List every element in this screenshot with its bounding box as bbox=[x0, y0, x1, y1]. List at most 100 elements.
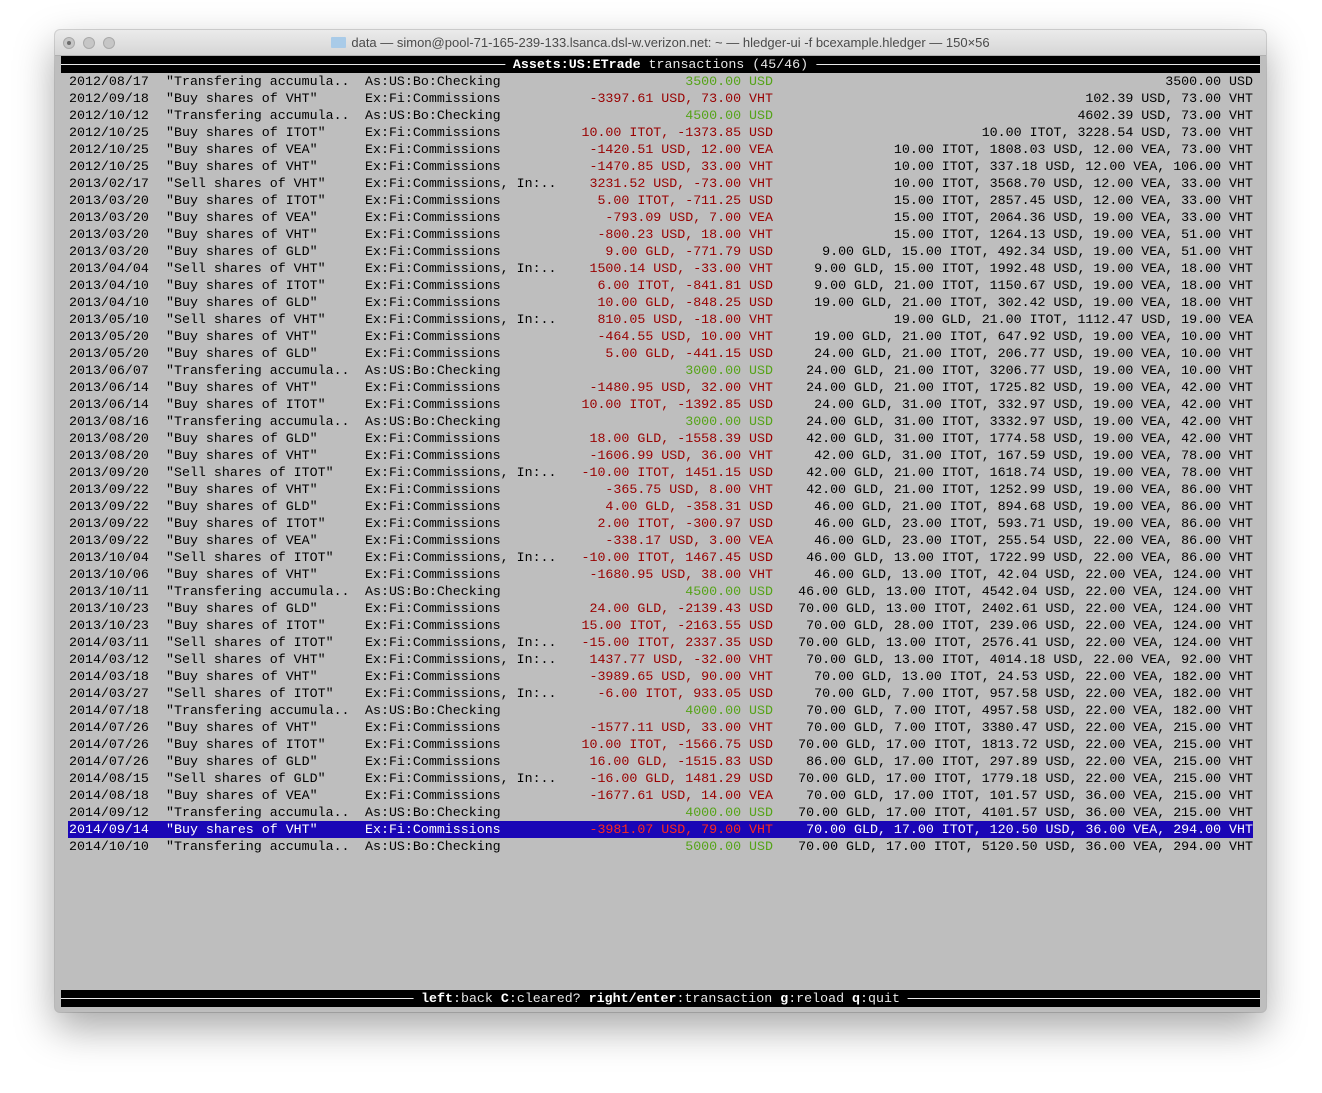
amount-change: -464.55 USD, 10.00 VHT bbox=[597, 329, 773, 344]
transaction-description: "Buy shares of GLD" bbox=[166, 499, 318, 514]
transaction-row[interactable]: 2012/10/25 "Buy shares of ITOT" Ex:Fi:Comm… bbox=[68, 124, 1253, 141]
transaction-row[interactable]: 2013/03/20 "Buy shares of ITOT" Ex:Fi:Comm… bbox=[68, 192, 1253, 209]
running-balance: 24.00 GLD, 21.00 ITOT, 206.77 USD, 19.00… bbox=[814, 346, 1253, 361]
footer-bar: left:back C:cleared? right/enter:transac… bbox=[61, 990, 1260, 1007]
transaction-row[interactable]: 2012/10/25 "Buy shares of VHT" Ex:Fi:Commi… bbox=[68, 158, 1253, 175]
running-balance: 70.00 GLD, 7.00 ITOT, 4957.58 USD, 22.00… bbox=[806, 703, 1253, 718]
transaction-row[interactable]: 2014/03/27 "Sell shares of ITOT" Ex:Fi:Com… bbox=[68, 685, 1253, 702]
other-accounts: Ex:Fi:Commissions bbox=[365, 533, 501, 548]
transaction-row[interactable]: 2014/07/18 "Transfering accumula.. As:US:B… bbox=[68, 702, 1253, 719]
transaction-row[interactable]: 2013/10/04 "Sell shares of ITOT" Ex:Fi:Com… bbox=[68, 549, 1253, 566]
amount-change: -3989.65 USD, 90.00 VHT bbox=[589, 669, 773, 684]
window-title-text: data — simon@pool-71-165-239-133.lsanca.… bbox=[351, 35, 990, 50]
transaction-row[interactable]: 2013/10/23 "Buy shares of GLD" Ex:Fi:Commi… bbox=[68, 600, 1253, 617]
transaction-row[interactable]: 2013/03/20 "Buy shares of VHT" Ex:Fi:Commi… bbox=[68, 226, 1253, 243]
other-accounts: As:US:Bo:Checking bbox=[365, 414, 501, 429]
transaction-row[interactable]: 2013/09/22 "Buy shares of ITOT" Ex:Fi:Comm… bbox=[68, 515, 1253, 532]
transaction-description: "Sell shares of ITOT" bbox=[166, 550, 334, 565]
zoom-button[interactable] bbox=[103, 37, 115, 49]
transaction-row[interactable]: 2013/03/20 "Buy shares of GLD" Ex:Fi:Commi… bbox=[68, 243, 1253, 260]
transaction-row[interactable]: 2014/03/18 "Buy shares of VHT" Ex:Fi:Commi… bbox=[68, 668, 1253, 685]
amount-change: -10.00 ITOT, 1451.15 USD bbox=[581, 465, 773, 480]
other-accounts: Ex:Fi:Commissions bbox=[365, 125, 501, 140]
transaction-row[interactable]: 2014/08/18 "Buy shares of VEA" Ex:Fi:Commi… bbox=[68, 787, 1253, 804]
transaction-row[interactable]: 2013/09/20 "Sell shares of ITOT" Ex:Fi:Com… bbox=[68, 464, 1253, 481]
transaction-date: 2012/10/25 bbox=[69, 125, 149, 140]
amount-change: -793.09 USD, 7.00 VEA bbox=[605, 210, 773, 225]
transaction-row[interactable]: 2014/10/10 "Transfering accumula.. As:US:B… bbox=[68, 838, 1253, 855]
close-button[interactable] bbox=[63, 37, 75, 49]
transaction-row[interactable]: 2014/08/15 "Sell shares of GLD" Ex:Fi:Comm… bbox=[68, 770, 1253, 787]
transaction-description: "Buy shares of VHT" bbox=[166, 669, 318, 684]
key-name: q bbox=[852, 991, 861, 1006]
transaction-row[interactable]: 2013/09/22 "Buy shares of VEA" Ex:Fi:Commi… bbox=[68, 532, 1253, 549]
transaction-row[interactable]: 2013/08/16 "Transfering accumula.. As:US:B… bbox=[68, 413, 1253, 430]
transaction-description: "Sell shares of GLD" bbox=[166, 771, 326, 786]
amount-change: -1680.95 USD, 38.00 VHT bbox=[589, 567, 773, 582]
transaction-row[interactable]: 2013/04/04 "Sell shares of VHT" Ex:Fi:Comm… bbox=[68, 260, 1253, 277]
amount-change: 1500.14 USD, -33.00 VHT bbox=[589, 261, 773, 276]
transaction-date: 2014/07/26 bbox=[69, 737, 149, 752]
transaction-row[interactable]: 2013/05/10 "Sell shares of VHT" Ex:Fi:Comm… bbox=[68, 311, 1253, 328]
transaction-row[interactable]: 2014/07/26 "Buy shares of GLD" Ex:Fi:Commi… bbox=[68, 753, 1253, 770]
transaction-row[interactable]: 2012/09/18 "Buy shares of VHT" Ex:Fi:Commi… bbox=[68, 90, 1253, 107]
transaction-description: "Buy shares of ITOT" bbox=[166, 125, 326, 140]
transaction-description: "Buy shares of ITOT" bbox=[166, 516, 326, 531]
transaction-row[interactable]: 2014/07/26 "Buy shares of VHT" Ex:Fi:Commi… bbox=[68, 719, 1253, 736]
other-accounts: Ex:Fi:Commissions, In:.. bbox=[365, 465, 557, 480]
amount-change: -16.00 GLD, 1481.29 USD bbox=[589, 771, 773, 786]
amount-change: -1480.95 USD, 32.00 VHT bbox=[589, 380, 773, 395]
transaction-row[interactable]: 2014/03/12 "Sell shares of VHT" Ex:Fi:Comm… bbox=[68, 651, 1253, 668]
running-balance: 15.00 ITOT, 1264.13 USD, 19.00 VEA, 51.0… bbox=[893, 227, 1253, 242]
transaction-description: "Buy shares of VHT" bbox=[166, 329, 318, 344]
transaction-row[interactable]: 2014/03/11 "Sell shares of ITOT" Ex:Fi:Com… bbox=[68, 634, 1253, 651]
transaction-row[interactable]: 2013/04/10 "Buy shares of GLD" Ex:Fi:Commi… bbox=[68, 294, 1253, 311]
minimize-button[interactable] bbox=[83, 37, 95, 49]
transaction-description: "Sell shares of ITOT" bbox=[166, 635, 334, 650]
transaction-row[interactable]: 2012/10/25 "Buy shares of VEA" Ex:Fi:Commi… bbox=[68, 141, 1253, 158]
transaction-row[interactable]: 2013/06/14 "Buy shares of ITOT" Ex:Fi:Comm… bbox=[68, 396, 1253, 413]
other-accounts: Ex:Fi:Commissions bbox=[365, 159, 501, 174]
transaction-row[interactable]: 2013/05/20 "Buy shares of VHT" Ex:Fi:Commi… bbox=[68, 328, 1253, 345]
other-accounts: Ex:Fi:Commissions bbox=[365, 397, 501, 412]
key-name: g bbox=[780, 991, 789, 1006]
transaction-date: 2013/03/20 bbox=[69, 210, 149, 225]
amount-change: -1606.99 USD, 36.00 VHT bbox=[589, 448, 773, 463]
transaction-row[interactable]: 2013/09/22 "Buy shares of VHT" Ex:Fi:Commi… bbox=[68, 481, 1253, 498]
transaction-row[interactable]: 2013/02/17 "Sell shares of VHT" Ex:Fi:Comm… bbox=[68, 175, 1253, 192]
transaction-row[interactable]: 2013/08/20 "Buy shares of VHT" Ex:Fi:Commi… bbox=[68, 447, 1253, 464]
transaction-description: "Transfering accumula.. bbox=[166, 584, 350, 599]
transaction-date: 2013/09/22 bbox=[69, 499, 149, 514]
running-balance: 19.00 GLD, 21.00 ITOT, 302.42 USD, 19.00… bbox=[814, 295, 1253, 310]
transaction-row[interactable]: 2013/04/10 "Buy shares of ITOT" Ex:Fi:Comm… bbox=[68, 277, 1253, 294]
transaction-row[interactable]: 2014/09/12 "Transfering accumula.. As:US:B… bbox=[68, 804, 1253, 821]
amount-change: -3981.07 USD, 79.00 VHT bbox=[589, 822, 773, 837]
amount-change: 24.00 GLD, -2139.43 USD bbox=[589, 601, 773, 616]
transaction-row[interactable]: 2013/06/14 "Buy shares of VHT" Ex:Fi:Commi… bbox=[68, 379, 1253, 396]
transaction-row[interactable]: 2013/10/11 "Transfering accumula.. As:US:B… bbox=[68, 583, 1253, 600]
running-balance: 9.00 GLD, 21.00 ITOT, 1150.67 USD, 19.00… bbox=[814, 278, 1253, 293]
running-balance: 70.00 GLD, 17.00 ITOT, 120.50 USD, 36.00… bbox=[806, 822, 1253, 837]
other-accounts: Ex:Fi:Commissions bbox=[365, 788, 501, 803]
transaction-date: 2014/07/26 bbox=[69, 720, 149, 735]
transaction-row[interactable]: 2013/03/20 "Buy shares of VEA" Ex:Fi:Commi… bbox=[68, 209, 1253, 226]
running-balance: 70.00 GLD, 28.00 ITOT, 239.06 USD, 22.00… bbox=[806, 618, 1253, 633]
other-accounts: Ex:Fi:Commissions bbox=[365, 380, 501, 395]
transaction-row[interactable]: 2012/08/17 "Transfering accumula.. As:US:B… bbox=[68, 73, 1253, 90]
transaction-row[interactable]: 2013/10/06 "Buy shares of VHT" Ex:Fi:Commi… bbox=[68, 566, 1253, 583]
transaction-row-selected[interactable]: 2014/09/14 "Buy shares of VHT" Ex:Fi:Commi… bbox=[68, 821, 1253, 838]
transaction-row[interactable]: 2013/05/20 "Buy shares of GLD" Ex:Fi:Commi… bbox=[68, 345, 1253, 362]
transaction-description: "Sell shares of VHT" bbox=[166, 261, 326, 276]
transaction-description: "Buy shares of VEA" bbox=[166, 533, 318, 548]
transaction-date: 2013/10/11 bbox=[69, 584, 149, 599]
transaction-row[interactable]: 2013/09/22 "Buy shares of GLD" Ex:Fi:Commi… bbox=[68, 498, 1253, 515]
transaction-row[interactable]: 2013/06/07 "Transfering accumula.. As:US:B… bbox=[68, 362, 1253, 379]
transaction-row[interactable]: 2014/07/26 "Buy shares of ITOT" Ex:Fi:Comm… bbox=[68, 736, 1253, 753]
terminal-content[interactable]: Assets:US:ETrade transactions (45/46) 20… bbox=[61, 56, 1260, 1008]
transaction-row[interactable]: 2013/08/20 "Buy shares of GLD" Ex:Fi:Commi… bbox=[68, 430, 1253, 447]
transaction-row[interactable]: 2012/10/12 "Transfering accumula.. As:US:B… bbox=[68, 107, 1253, 124]
amount-change: 16.00 GLD, -1515.83 USD bbox=[589, 754, 773, 769]
transaction-date: 2014/03/18 bbox=[69, 669, 149, 684]
running-balance: 86.00 GLD, 17.00 ITOT, 297.89 USD, 22.00… bbox=[806, 754, 1253, 769]
transaction-row[interactable]: 2013/10/23 "Buy shares of ITOT" Ex:Fi:Comm… bbox=[68, 617, 1253, 634]
